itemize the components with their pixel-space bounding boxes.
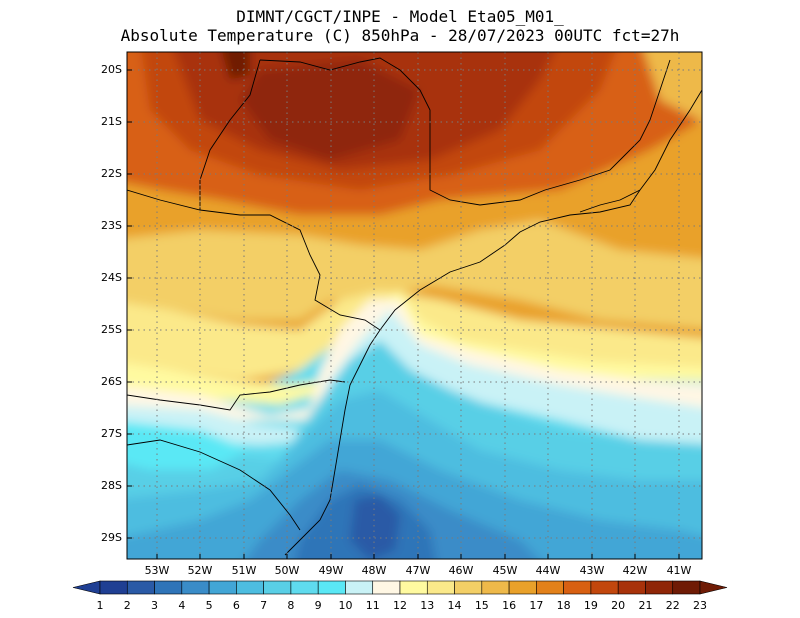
colorbar-swatch bbox=[345, 580, 374, 595]
colorbar bbox=[72, 580, 728, 595]
colorbar-swatch bbox=[399, 580, 428, 595]
lon-label: 46W bbox=[448, 564, 474, 577]
colorbar-label: 20 bbox=[611, 599, 626, 612]
colorbar-swatch bbox=[317, 580, 346, 595]
colorbar-swatch bbox=[481, 580, 510, 595]
map-title-line-1: DIMNT/CGCT/INPE - Model Eta05_M01_ bbox=[236, 7, 564, 26]
lon-label: 45W bbox=[492, 564, 518, 577]
colorbar-swatch bbox=[536, 580, 564, 595]
colorbar-high-arrow bbox=[699, 580, 728, 595]
colorbar-swatch bbox=[181, 580, 210, 595]
colorbar-low-arrow bbox=[72, 580, 101, 595]
colorbar-label: 21 bbox=[638, 599, 653, 612]
colorbar-label: 10 bbox=[338, 599, 353, 612]
colorbar-label: 7 bbox=[260, 599, 268, 612]
lon-label: 49W bbox=[318, 564, 344, 577]
lat-label: 24S bbox=[101, 271, 122, 284]
colorbar-swatch bbox=[590, 580, 619, 595]
colorbar-swatch bbox=[563, 580, 592, 595]
lat-label: 21S bbox=[101, 115, 122, 128]
colorbar-swatch bbox=[208, 580, 237, 595]
lat-label: 22S bbox=[101, 167, 122, 180]
colorbar-swatch bbox=[126, 580, 155, 595]
lon-label: 48W bbox=[361, 564, 387, 577]
colorbar-swatch bbox=[508, 580, 537, 595]
lon-label: 52W bbox=[187, 564, 213, 577]
colorbar-swatch bbox=[617, 580, 646, 595]
lat-label: 29S bbox=[101, 531, 122, 544]
colorbar-swatch bbox=[645, 580, 674, 595]
lon-label: 51W bbox=[231, 564, 257, 577]
lon-label: 47W bbox=[405, 564, 431, 577]
colorbar-swatch bbox=[263, 580, 292, 595]
colorbar-label: 9 bbox=[314, 599, 322, 612]
colorbar-swatch bbox=[99, 580, 128, 595]
lon-label: 43W bbox=[579, 564, 605, 577]
colorbar-label: 18 bbox=[556, 599, 571, 612]
colorbar-label: 13 bbox=[420, 599, 435, 612]
map-title-line-2: Absolute Temperature (C) 850hPa - 28/07/… bbox=[120, 26, 680, 45]
colorbar-label: 22 bbox=[665, 599, 680, 612]
colorbar-swatch bbox=[372, 580, 401, 595]
colorbar-swatch bbox=[236, 580, 264, 595]
colorbar-label: 23 bbox=[693, 599, 707, 612]
colorbar-swatch bbox=[426, 580, 455, 595]
colorbar-swatch bbox=[154, 580, 183, 595]
lon-label: 42W bbox=[622, 564, 648, 577]
colorbar-label: 14 bbox=[447, 599, 462, 612]
colorbar-label: 2 bbox=[123, 599, 131, 612]
lat-label: 20S bbox=[101, 63, 122, 76]
colorbar-label: 8 bbox=[287, 599, 295, 612]
colorbar-label: 1 bbox=[96, 599, 104, 612]
colorbar-label: 19 bbox=[583, 599, 598, 612]
colorbar-swatch bbox=[454, 580, 483, 595]
colorbar-swatch bbox=[290, 580, 319, 595]
lon-label: 44W bbox=[535, 564, 561, 577]
colorbar-label: 16 bbox=[502, 599, 517, 612]
lon-label: 53W bbox=[144, 564, 170, 577]
lon-label: 50W bbox=[274, 564, 300, 577]
colorbar-label: 6 bbox=[232, 599, 240, 612]
colorbar-label: 3 bbox=[151, 599, 159, 612]
lat-label: 23S bbox=[101, 219, 122, 232]
lat-label: 27S bbox=[101, 427, 122, 440]
lat-label: 26S bbox=[101, 375, 122, 388]
colorbar-label: 5 bbox=[205, 599, 213, 612]
colorbar-label: 4 bbox=[178, 599, 186, 612]
colorbar-label: 15 bbox=[474, 599, 489, 612]
colorbar-label: 17 bbox=[529, 599, 544, 612]
colorbar-label: 12 bbox=[393, 599, 407, 612]
lat-label: 28S bbox=[101, 479, 122, 492]
lon-label: 41W bbox=[666, 564, 692, 577]
lat-label: 25S bbox=[101, 323, 122, 336]
colorbar-label: 11 bbox=[365, 599, 380, 612]
colorbar-swatch bbox=[672, 580, 701, 595]
